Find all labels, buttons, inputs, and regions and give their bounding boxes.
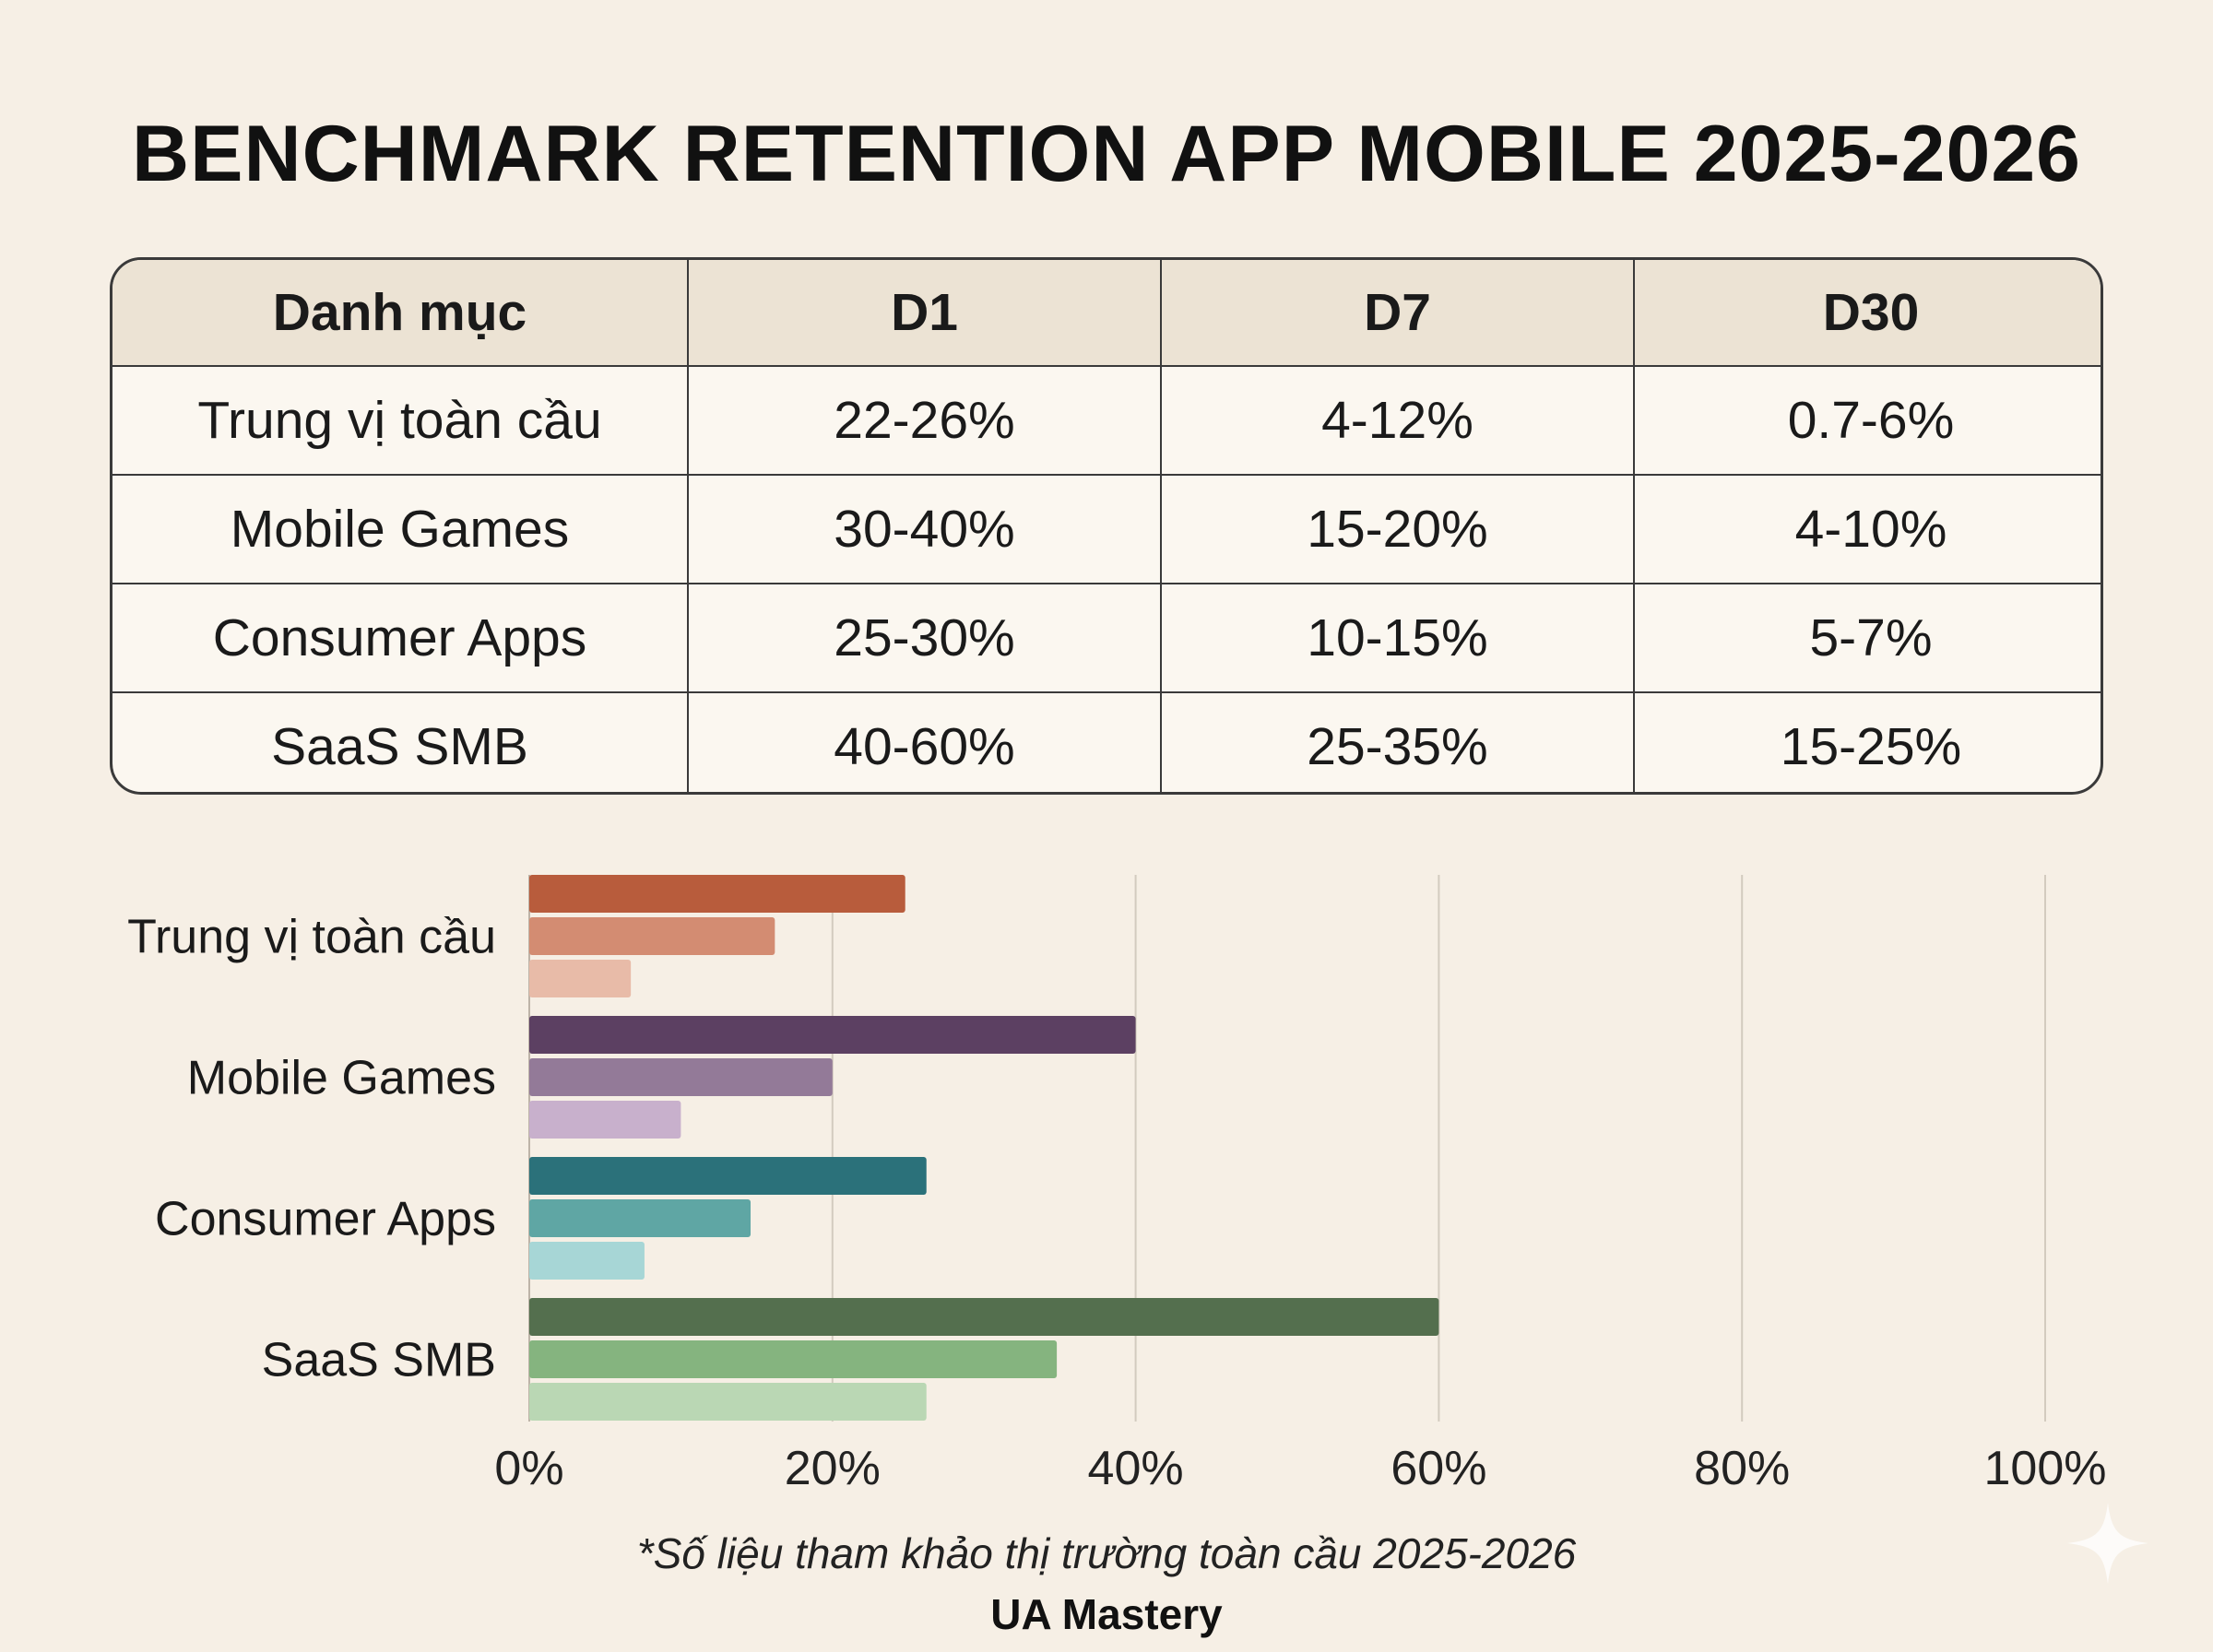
retention-bar-chart: 0% 20% 40% 60% 80% 100% Trung vị toàn cầu Mobil… xyxy=(127,875,2107,1495)
category-label: Mobile Games xyxy=(187,1052,496,1105)
table-cell: 5-7% xyxy=(1633,583,2101,693)
bar xyxy=(529,1101,681,1139)
bar xyxy=(529,1058,833,1096)
table-cell: 15-25% xyxy=(1633,691,2101,792)
bar xyxy=(529,1298,1439,1336)
table-cell: 25-35% xyxy=(1160,691,1635,792)
bar xyxy=(529,875,905,913)
x-tick-label: 40% xyxy=(1088,1442,1184,1495)
retention-table: Danh mục D1 D7 D30 Trung vị toàn cầu 22-… xyxy=(112,260,2101,792)
x-tick-label: 0% xyxy=(494,1442,563,1495)
table-cell: 25-30% xyxy=(687,583,1162,693)
table-row: Consumer Apps 25-30% 10-15% 5-7% xyxy=(112,583,2101,693)
table-cell: 30-40% xyxy=(687,474,1162,584)
header-d7: D7 xyxy=(1160,260,1635,367)
table-cell: 10-15% xyxy=(1160,583,1635,693)
source-label: UA Mastery xyxy=(990,1590,1223,1638)
header-category: Danh mục xyxy=(112,260,689,367)
bar xyxy=(529,1242,645,1280)
table-cell: 22-26% xyxy=(687,365,1162,476)
bar xyxy=(529,1340,1058,1378)
table-cell: Consumer Apps xyxy=(112,583,689,693)
table-cell: SaaS SMB xyxy=(112,691,689,792)
table-cell: 0.7-6% xyxy=(1633,365,2101,476)
bar xyxy=(529,1199,751,1237)
table-row: SaaS SMB 40-60% 25-35% 15-25% xyxy=(112,691,2101,792)
header-d1: D1 xyxy=(687,260,1162,367)
table-cell: Mobile Games xyxy=(112,474,689,584)
footnote: *Số liệu tham khảo thị trường toàn cầu 2… xyxy=(636,1529,1577,1577)
benchmark-table: Danh mục D1 D7 D30 Trung vị toàn cầu 22-… xyxy=(110,257,2103,795)
header-d30: D30 xyxy=(1633,260,2101,367)
category-label: Trung vị toàn cầu xyxy=(127,911,496,964)
x-tick-label: 80% xyxy=(1694,1442,1790,1495)
page-title: BENCHMARK RETENTION APP MOBILE 2025-2026 xyxy=(132,110,2081,198)
x-tick-label: 20% xyxy=(785,1442,881,1495)
category-label: SaaS SMB xyxy=(262,1334,496,1387)
x-tick-label: 100% xyxy=(1984,1442,2107,1495)
table-cell: 4-12% xyxy=(1160,365,1635,476)
x-tick-label: 60% xyxy=(1391,1442,1486,1495)
table-header-row: Danh mục D1 D7 D30 xyxy=(112,260,2101,367)
table-cell: 40-60% xyxy=(687,691,1162,792)
table-cell: 4-10% xyxy=(1633,474,2101,584)
table-row: Mobile Games 30-40% 15-20% 4-10% xyxy=(112,474,2101,584)
bar xyxy=(529,1383,927,1421)
bar xyxy=(529,1157,927,1195)
bar xyxy=(529,917,775,955)
table-cell: 15-20% xyxy=(1160,474,1635,584)
bar xyxy=(529,960,632,997)
table-row: Trung vị toàn cầu 22-26% 4-12% 0.7-6% xyxy=(112,365,2101,476)
bar xyxy=(529,1016,1136,1054)
table-cell: Trung vị toàn cầu xyxy=(112,365,689,476)
sparkle-icon xyxy=(2067,1503,2148,1584)
category-label: Consumer Apps xyxy=(155,1193,496,1246)
